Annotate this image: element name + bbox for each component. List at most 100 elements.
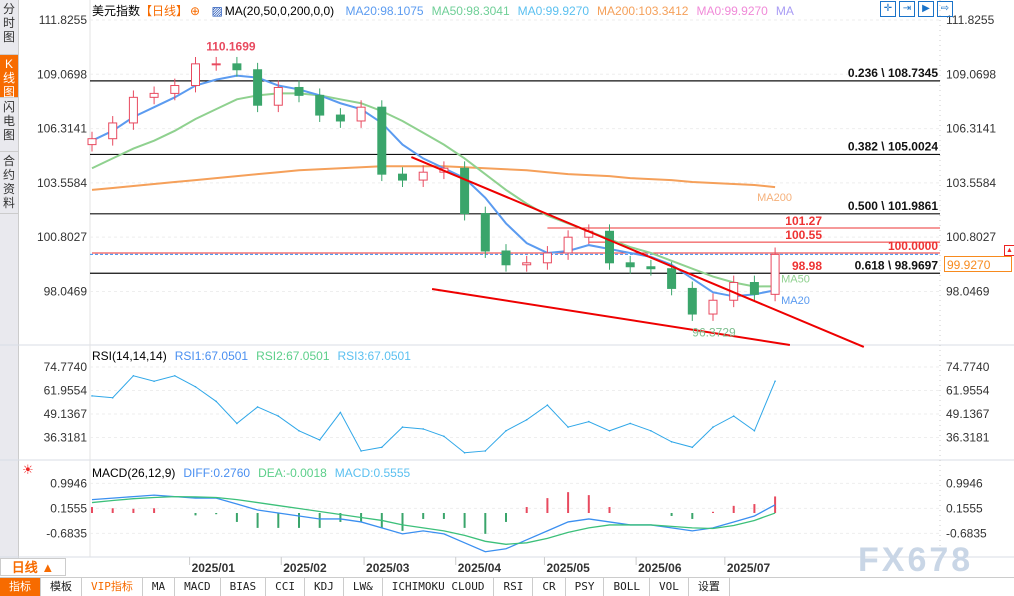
ma-value: MA0:99.9270 — [696, 4, 768, 18]
rsi-tick-left: 74.7740 — [44, 360, 88, 374]
indicator-tab[interactable]: 指标 — [0, 578, 41, 596]
rsi-point — [360, 450, 362, 452]
candle — [191, 63, 200, 87]
crosshair-icon[interactable]: ✛ — [880, 1, 896, 17]
x-tick-label: 2025/01 — [192, 561, 236, 575]
candle — [501, 250, 511, 266]
symbol-name: 美元指数 — [92, 4, 141, 18]
rsi-point — [525, 418, 528, 421]
candle — [749, 282, 759, 295]
ma200-end-label: MA200 — [757, 192, 792, 204]
macd-tick-left: 0.1555 — [50, 501, 87, 515]
sun-icon[interactable]: ☀ — [22, 462, 34, 477]
watermark: FX678 — [858, 541, 974, 579]
rsi-point — [774, 380, 776, 382]
main-legend: 美元指数【日线】 ⊕ ▨ MA(20,50,0,200,0,0) MA20:98.1… — [92, 2, 810, 19]
indicator-tab[interactable]: MACD — [175, 578, 221, 596]
rsi-point — [691, 446, 694, 449]
rsi-value: RSI3:67.0501 — [337, 349, 411, 363]
candle — [315, 94, 325, 116]
indicator-tab[interactable]: CR — [533, 578, 566, 596]
price-tick-right: 111.8255 — [946, 13, 995, 27]
macd-value: DEA:-0.0018 — [258, 466, 327, 480]
price-tick-right: 100.8027 — [946, 230, 996, 244]
rsi-point — [298, 429, 300, 432]
tab-k-line[interactable]: K线图 — [0, 55, 18, 99]
candle — [605, 230, 614, 264]
rsi-point — [608, 429, 611, 432]
rsi-line — [91, 375, 776, 454]
indicator-tab[interactable]: VIP指标 — [82, 578, 143, 596]
candle — [149, 92, 159, 98]
indicator-tab[interactable]: 模板 — [41, 578, 82, 596]
indicator-tab[interactable]: VOL — [650, 578, 689, 596]
red-level-label: 101.27 — [785, 214, 822, 228]
macd-tick-right: -0.6835 — [946, 526, 987, 540]
rsi-point — [484, 450, 487, 452]
indicator-tab[interactable]: CCI — [266, 578, 305, 596]
candle — [128, 96, 138, 124]
ma50-end-label: MA50 — [781, 273, 810, 285]
candle — [522, 262, 532, 266]
x-tick-label: 2025/07 — [727, 561, 771, 575]
rsi-point — [111, 396, 114, 399]
rsi-point — [670, 440, 673, 443]
period-button[interactable]: 日线 ▲ — [0, 558, 66, 576]
chart-canvas[interactable]: 111.8255 111.8255 109.0698 109.0698 106.3141… — [0, 0, 1014, 577]
indicator-tab[interactable]: MA — [143, 578, 176, 596]
price-tick-right: 109.0698 — [946, 67, 996, 81]
candle — [687, 287, 697, 315]
tab-flash-chart[interactable]: 闪电图 — [0, 98, 18, 152]
price-tick-left: 98.0469 — [44, 284, 88, 298]
ma-value: MA0:99.9270 — [517, 4, 590, 18]
indicator-tab[interactable]: LW& — [344, 578, 383, 596]
candle — [108, 122, 118, 140]
target-icon[interactable]: ⊕ — [190, 4, 201, 18]
indicator-tab[interactable]: KDJ — [305, 578, 344, 596]
indicator-tab[interactable]: RSI — [494, 578, 534, 596]
rsi-point — [339, 411, 342, 414]
rsi-point — [256, 406, 259, 408]
price-tick-left: 111.8255 — [39, 13, 88, 27]
fib-label: 0.382 \ 105.0024 — [848, 139, 938, 153]
fib-label: 0.500 \ 101.9861 — [848, 199, 938, 213]
rsi-tick-right: 36.3181 — [946, 431, 990, 445]
price-tick-left: 109.0698 — [37, 67, 87, 81]
rsi-tick-left: 61.9554 — [44, 384, 88, 398]
tab-time-chart[interactable]: 分时图 — [0, 0, 18, 55]
indicator-tab[interactable]: 设置 — [689, 578, 730, 596]
rsi-point — [588, 420, 590, 423]
rsi-point — [91, 395, 93, 397]
chart-toolbar: ✛ ⇥ ▶ ⇨ — [880, 1, 953, 17]
play-icon[interactable]: ▶ — [918, 1, 934, 17]
trendline — [410, 156, 865, 348]
rsi-point — [215, 400, 217, 403]
rsi-point — [712, 426, 714, 428]
candle — [356, 106, 366, 122]
candle — [418, 171, 428, 181]
tab-contract-info[interactable]: 合约资料 — [0, 152, 18, 214]
dea-line — [91, 495, 776, 545]
candle — [335, 114, 345, 122]
fit-range-icon[interactable]: ⇥ — [899, 1, 915, 17]
red-level-label: 98.98 — [792, 259, 822, 273]
rsi-tick-left: 36.3181 — [44, 431, 88, 445]
rsi-point — [546, 404, 549, 406]
candle — [542, 252, 552, 264]
alert-icon[interactable]: ▲ — [1004, 245, 1014, 256]
diff-line — [91, 494, 776, 553]
indicator-tab[interactable]: PSY — [566, 578, 605, 596]
ma20-line — [91, 74, 776, 298]
candle — [294, 86, 304, 96]
rsi-point — [277, 415, 280, 417]
price-tick-left: 106.3141 — [37, 122, 87, 136]
indicator-tab[interactable]: BOLL — [604, 578, 650, 596]
ma-icon[interactable]: ▨ — [211, 4, 223, 18]
indicator-tab[interactable]: ICHIMOKU CLOUD — [383, 578, 495, 596]
rsi-point — [422, 428, 425, 430]
indicator-tab[interactable]: BIAS — [221, 578, 267, 596]
rsi-value: RSI1:67.0501 — [174, 349, 249, 363]
x-tick-label: 2025/03 — [366, 561, 410, 575]
ma-value: MA50:98.3041 — [431, 4, 510, 18]
exit-icon[interactable]: ⇨ — [937, 1, 953, 17]
